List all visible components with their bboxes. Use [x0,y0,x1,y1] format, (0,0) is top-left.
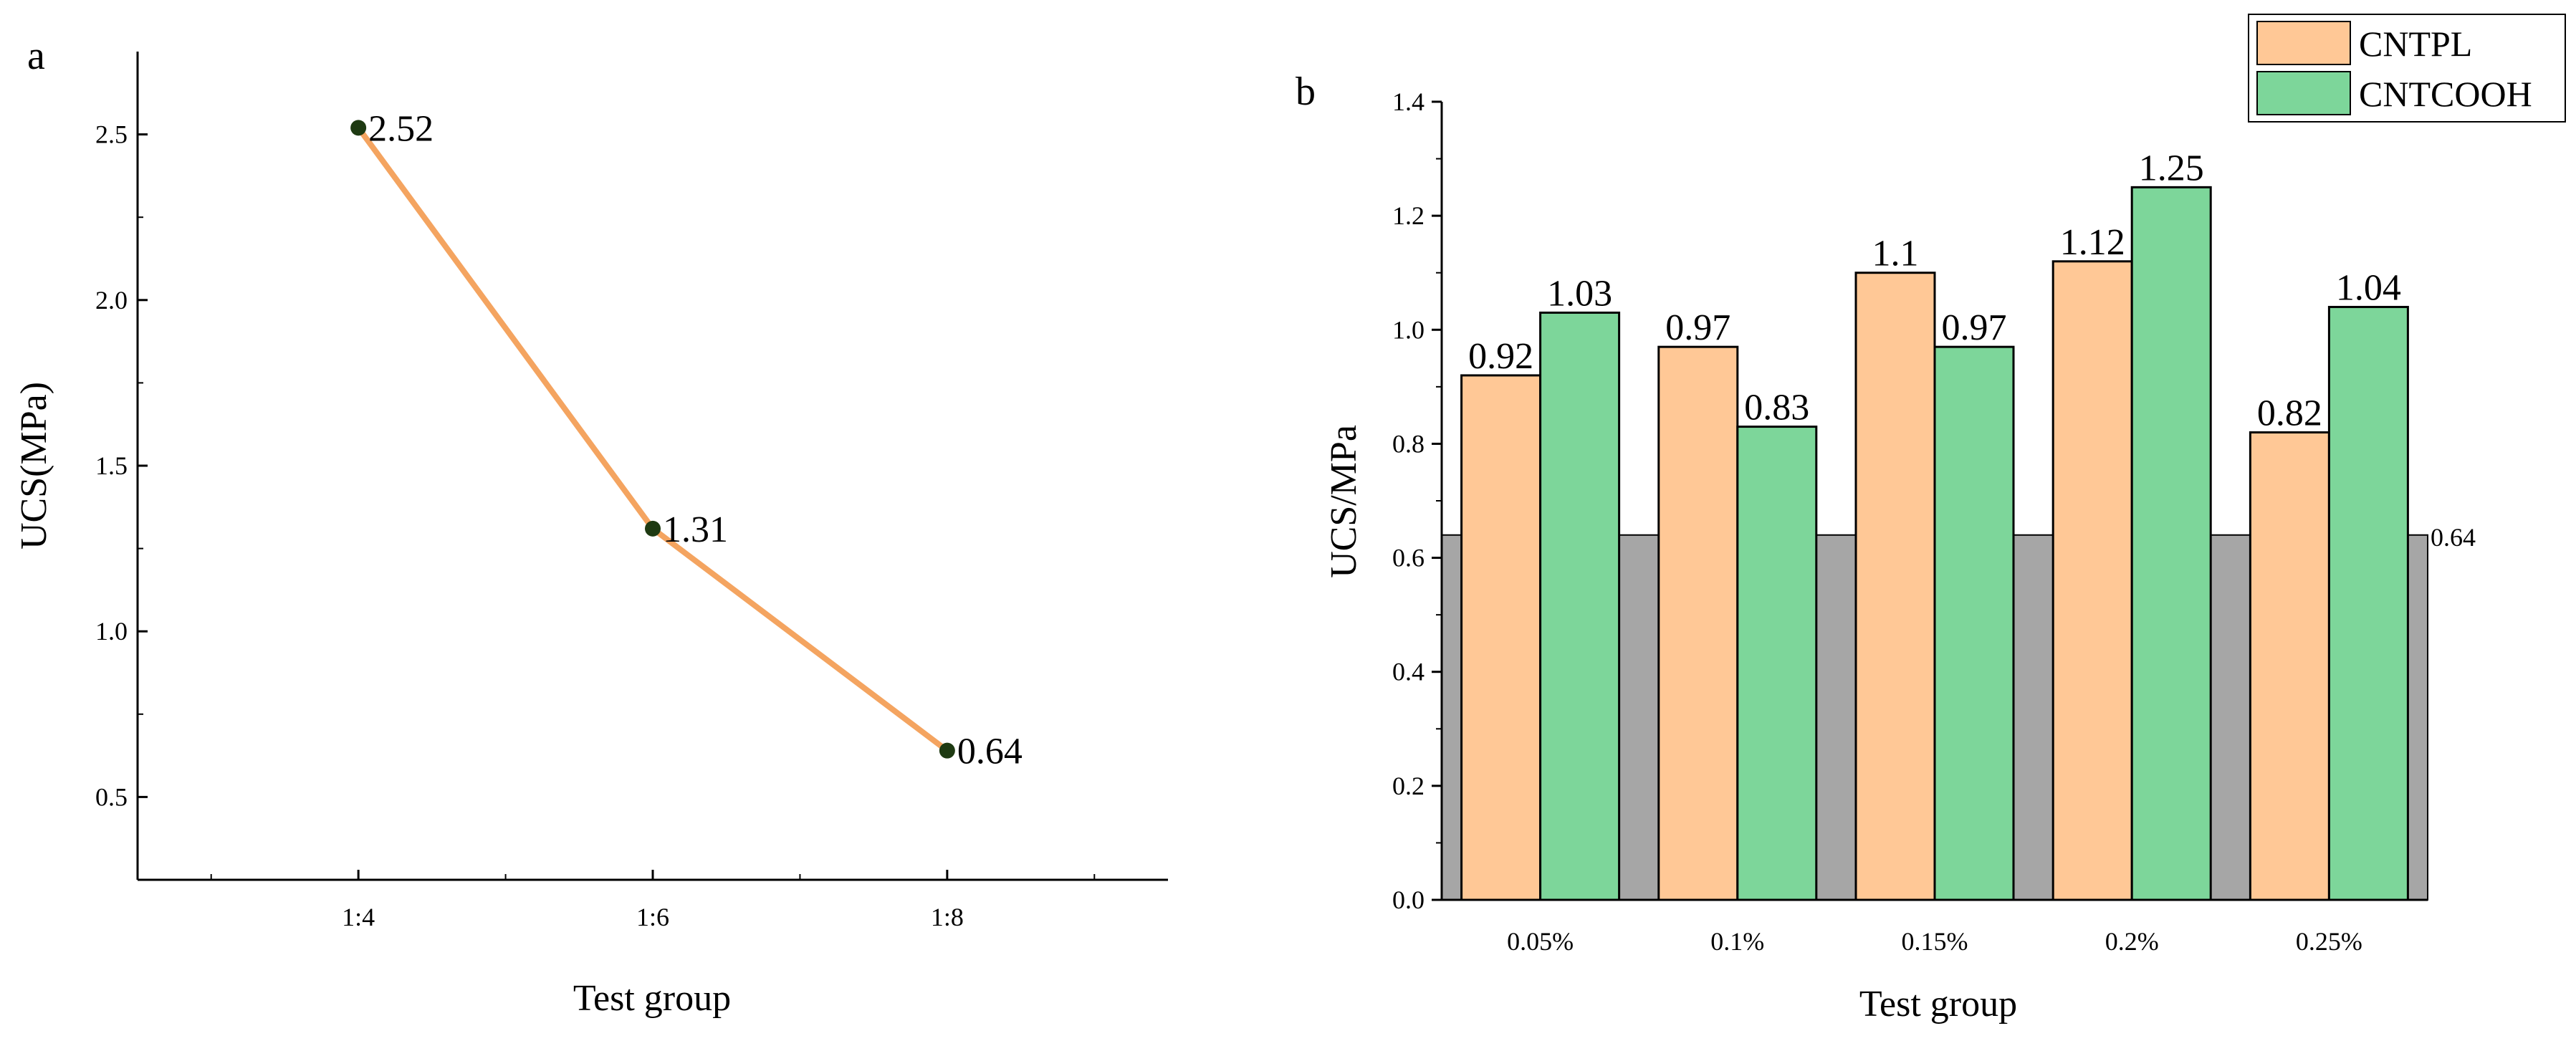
panel-a-data-point [645,520,661,537]
panel-b-bar-cntcooh [1539,311,1621,901]
panel-a-y-axis-title: UCS(MPa) [14,382,54,550]
panel-a-points [350,120,955,759]
panel-a-x-tick-label: 1:4 [342,903,375,931]
panel-a-line-chart: a 0.5 1.0 1.5 2.0 2.5 1:4 1:6 1:8 2.52 1.31 0.64… [14,34,1168,1019]
panel-b-y-tick-label: 1.0 [1392,315,1425,344]
panel-a-x-tick-label: 1:8 [931,903,964,931]
panel-b-x-tick-label: 0.2% [2105,927,2159,956]
panel-b-x-tick-label: 0.1% [1710,927,1764,956]
panel-b-x-tick-label: 0.05% [1507,927,1574,956]
panel-b-x-ticks: 0.05% 0.1% 0.15% 0.2% 0.25% [1507,927,2362,956]
panel-a-data-label: 0.64 [957,731,1023,772]
panel-b-bar-cntpl [1854,272,1936,901]
panel-b-y-tick-label: 0.2 [1392,772,1425,800]
panel-b-y-tick-label: 0.4 [1392,658,1425,686]
panel-a-y-tick-label: 2.5 [95,120,128,149]
panel-a-x-ticks: 1:4 1:6 1:8 [210,870,1096,931]
legend-swatch-cntcooh [2256,71,2351,115]
panel-b-bar-cntcooh [1736,426,1818,901]
panel-b-bar-cntpl [1657,345,1739,901]
panel-b-baseline-label: 0.64 [2431,523,2476,552]
panel-b-y-tick-label: 0.8 [1392,429,1425,458]
legend-label-cntcooh: CNTCOOH [2359,74,2532,114]
panel-b-bar-cntcooh [2130,186,2212,901]
panel-b-bar-cntpl [2051,260,2133,901]
panel-b-data-label-cntcooh: 1.03 [1547,273,1612,314]
panel-b-y-axis-title: UCS/MPa [1323,425,1364,578]
panel-a-data-labels: 2.52 1.31 0.64 [368,108,1023,772]
panel-b-data-label-cntcooh: 1.25 [2139,148,2204,188]
panel-a-data-label: 1.31 [663,509,728,550]
panel-a-y-ticks: 0.5 1.0 1.5 2.0 2.5 [95,120,148,811]
panel-b-bar-cntcooh [2327,305,2409,901]
panel-a-y-tick-label: 0.5 [95,782,128,811]
panel-b-data-label-cntpl: 1.12 [2060,222,2125,263]
panel-b-data-label-cntcooh: 0.83 [1744,388,1809,428]
panel-b-data-label-cntpl: 0.92 [1468,336,1533,377]
panel-b-data-label-cntpl: 0.97 [1665,307,1730,348]
legend-label-cntpl: CNTPL [2359,24,2472,64]
panel-a-y-tick-label: 1.0 [95,617,128,646]
panel-a-data-label: 2.52 [368,108,434,149]
panel-b-legend: CNTPL CNTCOOH [2248,14,2566,123]
panel-b-bar-cntpl [2249,431,2330,901]
panel-b-data-label-cntcooh: 1.04 [2336,267,2401,308]
panel-b-x-tick-label: 0.15% [1902,927,1968,956]
panel-b-data-label-cntpl: 0.82 [2257,393,2322,434]
panel-b-x-tick-label: 0.25% [2296,927,2362,956]
panel-a-series-line [355,125,949,753]
panel-b-data-label-cntpl: 1.1 [1872,234,1919,274]
panel-b-label: b [1296,69,1316,114]
panel-b-y-tick-label: 1.2 [1392,201,1425,230]
panel-b-x-axis-title: Test group [1859,984,2017,1025]
panel-b-bar-cntpl [1460,374,1542,901]
panel-b-y-tick-label: 1.4 [1392,87,1425,116]
panel-a-data-point [350,120,367,136]
panel-b-data-label-cntcooh: 0.97 [1942,307,2007,348]
panel-b-bar-chart: b 0.0 0.2 0.4 0.6 0.8 1.0 1.2 1.4 0.05% 0.1% 0.15… [1296,14,2566,1025]
panel-a-y-tick-label: 2.0 [95,286,128,315]
panel-a-x-axis-title: Test group [573,978,731,1019]
panel-b-bar-cntcooh [1933,345,2015,901]
panel-a-y-tick-label: 1.5 [95,451,128,480]
panel-b-y-tick-label: 0.0 [1392,886,1425,914]
panel-b-y-ticks: 0.0 0.2 0.4 0.6 0.8 1.0 1.2 1.4 [1392,87,1442,914]
legend-swatch-cntpl [2256,21,2351,65]
panel-b-y-tick-label: 0.6 [1392,544,1425,572]
panel-a-label: a [27,34,45,78]
panel-a-x-tick-label: 1:6 [636,903,669,931]
panel-b-data-labels: 0.92 1.03 0.97 0.83 1.1 0.97 1.12 1.25 0.82 1.04 [1468,148,2401,433]
panel-a-data-point [939,742,955,759]
